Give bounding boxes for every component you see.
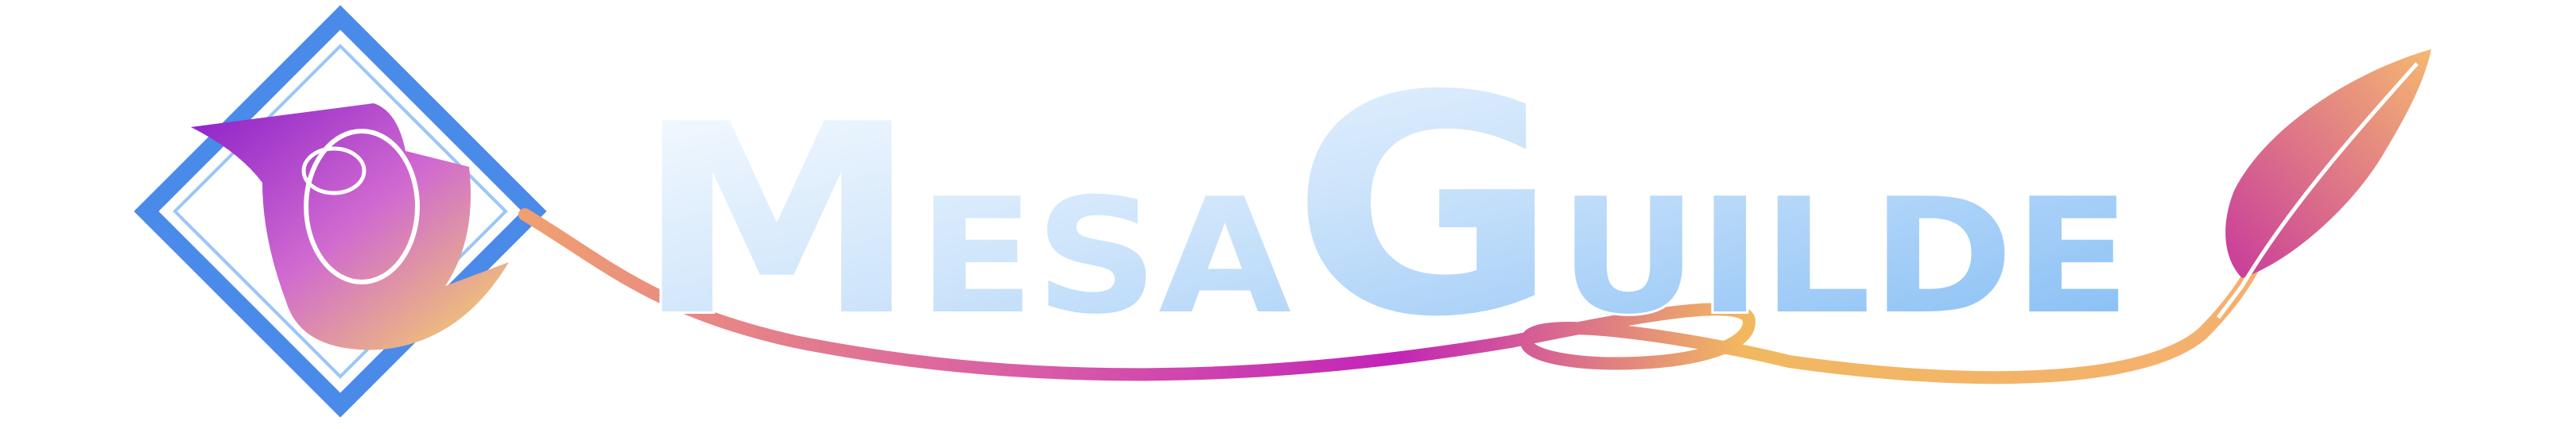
wordmark-part: UILDE (1559, 164, 2131, 350)
wordmark: M ESAG UILDE (636, 31, 2131, 383)
feather-quill (2217, 62, 2419, 319)
drum-rim (304, 129, 420, 284)
wordmark-initial: G (1291, 31, 1558, 383)
wordmark-part: ESA (918, 164, 1291, 350)
swoosh (518, 208, 2272, 385)
drum-shape (191, 103, 509, 350)
drum-detail (301, 146, 367, 195)
diamond-outer (134, 5, 547, 418)
feather (2217, 49, 2431, 319)
wordmark-initial: M (636, 68, 918, 373)
emblem (134, 5, 547, 418)
